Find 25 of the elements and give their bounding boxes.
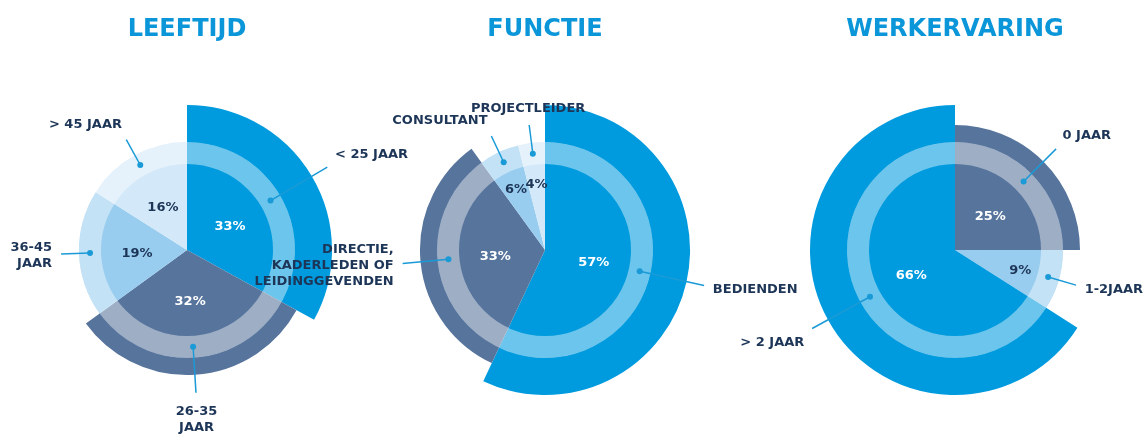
data-label: 33% <box>479 247 511 263</box>
data-label: 16% <box>147 199 179 215</box>
chart-title: LEEFTIJD <box>127 14 247 42</box>
data-label: 32% <box>174 292 206 308</box>
chart-title: FUNCTIE <box>487 14 603 42</box>
slice-label: > 2 JAAR <box>740 333 805 349</box>
pie-slice <box>95 142 187 250</box>
slice-label: 36-45 JAAR <box>10 239 53 271</box>
slice-label: 1-2JAAR <box>1084 280 1144 296</box>
slice-label: BEDIENDEN <box>712 280 798 296</box>
pie-slice <box>437 162 545 348</box>
data-label: 9% <box>1009 261 1032 277</box>
slice-label: 0 JAAR <box>1062 126 1112 142</box>
slice-label: 26-35 JAAR <box>175 402 218 434</box>
pie-slice <box>481 145 545 250</box>
data-label: 66% <box>895 267 927 283</box>
slice-label: < 25 JAAR <box>335 146 409 162</box>
pie-slice <box>955 142 1063 250</box>
data-label: 33% <box>214 217 246 233</box>
data-label: 19% <box>121 244 153 260</box>
data-label: 25% <box>974 207 1006 223</box>
slice-label: > 45 JAAR <box>48 115 122 131</box>
pie-slice <box>955 250 1063 308</box>
chart-title: WERKERVARING <box>846 14 1064 42</box>
data-label: 57% <box>578 253 610 269</box>
